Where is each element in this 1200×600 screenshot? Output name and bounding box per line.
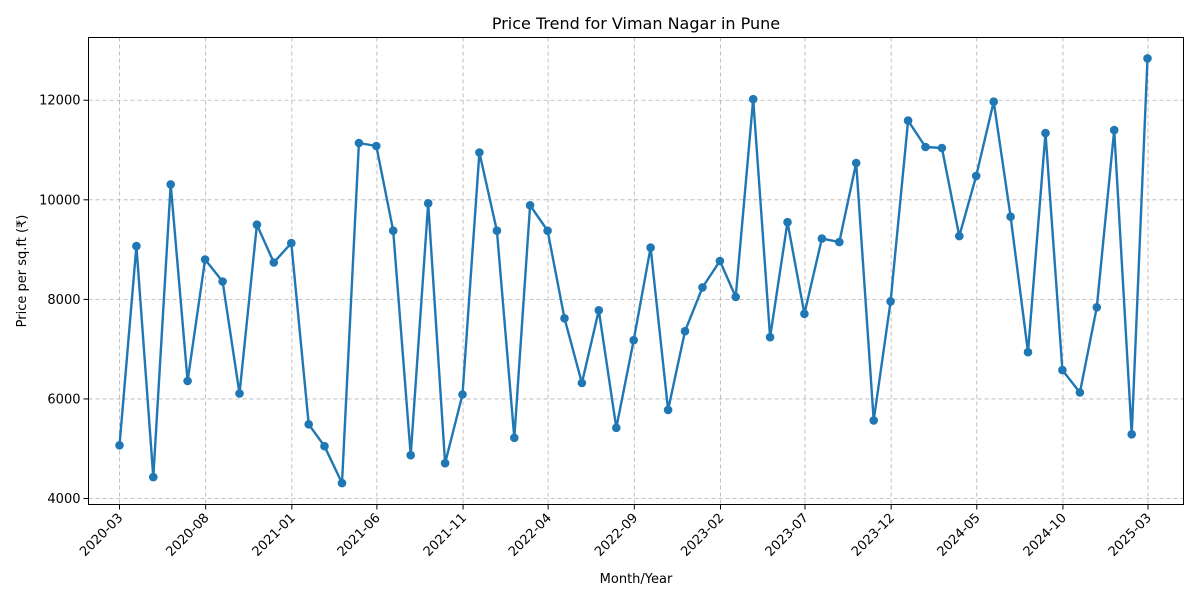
data-point (510, 433, 519, 443)
data-point (200, 255, 210, 264)
data-point (406, 450, 416, 460)
y-axis-label: Price per sq.ft (₹) (15, 215, 30, 328)
data-point (1006, 212, 1015, 221)
data-point (971, 171, 981, 181)
data-point (800, 309, 809, 319)
data-point (680, 326, 690, 336)
data-point (955, 231, 964, 241)
data-point (183, 376, 192, 386)
data-point (1127, 430, 1136, 439)
data-point (440, 458, 450, 468)
data-point (1092, 303, 1102, 312)
data-point (372, 141, 381, 151)
y-tick-label: 8000 (47, 293, 80, 308)
y-tick-label: 10000 (39, 193, 80, 208)
data-point (149, 472, 158, 482)
data-point (1058, 365, 1067, 375)
data-point (1075, 388, 1085, 397)
data-point (663, 405, 673, 415)
data-point (218, 277, 227, 286)
data-point (612, 423, 621, 433)
data-point (765, 332, 775, 342)
data-point (1041, 128, 1050, 138)
data-point (132, 241, 141, 251)
data-point (354, 138, 364, 148)
y-tick-label: 4000 (47, 492, 80, 507)
data-point (320, 441, 329, 451)
data-point (629, 335, 638, 345)
data-point (646, 243, 655, 252)
data-point (560, 314, 569, 323)
y-tick-label: 12000 (39, 94, 80, 109)
grid-lines (88, 37, 1184, 505)
y-tick-labels: 4000 6000 8000 10000 12000 (39, 94, 80, 507)
data-point (287, 238, 296, 248)
data-point (475, 148, 484, 157)
data-point (252, 220, 262, 229)
data-point (851, 158, 861, 168)
data-point (337, 478, 347, 488)
data-point (423, 199, 433, 208)
data-point (921, 142, 930, 152)
data-point (458, 390, 467, 399)
data-point (388, 226, 398, 235)
price-series-markers (115, 54, 1152, 488)
data-point (715, 256, 725, 266)
y-tick-label: 6000 (47, 392, 80, 407)
data-point (886, 297, 895, 306)
data-point (543, 226, 552, 235)
data-point (1143, 54, 1152, 63)
data-point (1023, 347, 1033, 357)
data-point (989, 97, 998, 106)
data-point (903, 116, 913, 125)
data-point (937, 143, 947, 153)
data-point (698, 283, 707, 292)
data-point (115, 441, 124, 450)
data-point (166, 180, 175, 189)
data-point (748, 94, 758, 104)
data-point (525, 201, 535, 210)
data-point (269, 258, 279, 267)
data-point (1109, 125, 1119, 135)
data-point (869, 416, 878, 425)
axis-ticks (83, 99, 1149, 510)
plot-area-frame (88, 37, 1184, 505)
data-point (783, 217, 792, 227)
data-point (835, 237, 844, 247)
data-point (577, 378, 587, 388)
data-point (731, 292, 740, 302)
x-axis-label: Month/Year (600, 572, 673, 587)
chart-title: Price Trend for Viman Nagar in Pune (492, 14, 780, 33)
data-point (304, 420, 314, 429)
data-point (492, 226, 502, 235)
data-point (594, 306, 604, 315)
data-point (235, 389, 244, 398)
data-point (817, 234, 827, 243)
